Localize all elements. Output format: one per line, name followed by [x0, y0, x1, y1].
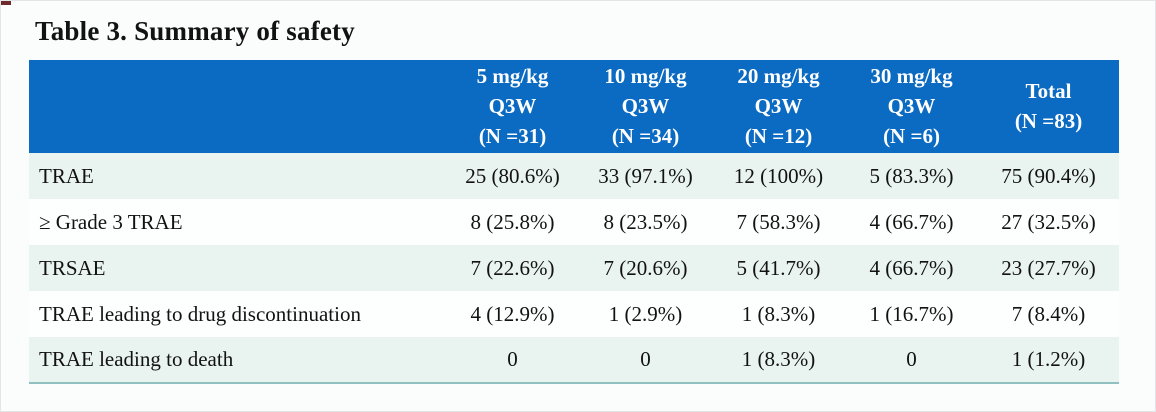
safety-summary-table: 5 mg/kg Q3W (N =31) 10 mg/kg Q3W (N =34)…	[29, 60, 1119, 385]
table-cell: 1 (8.3%)	[741, 347, 816, 372]
table-cell: 7 (20.6%)	[603, 255, 688, 280]
table-cell: 5 (83.3%)	[869, 163, 954, 188]
table-cell: 1 (8.3%)	[741, 301, 816, 326]
row-label: TRAE leading to drug discontinuation	[39, 301, 361, 326]
column-header-20mgkg-q3w: 20 mg/kg Q3W (N =12)	[712, 60, 845, 154]
table-cell: 23 (27.7%)	[1001, 255, 1096, 280]
table-row-trsae: TRSAE 7 (22.6%) 7 (20.6%) 5 (41.7%) 4 (6…	[29, 245, 1119, 292]
table-cell: 7 (22.6%)	[470, 255, 555, 280]
table-cell: 0	[906, 347, 917, 372]
table-cell: 7 (8.4%)	[1011, 301, 1086, 326]
table-cell: 4 (12.9%)	[470, 301, 555, 326]
table-cell: 1 (1.2%)	[1011, 347, 1086, 372]
table-cell: 5 (41.7%)	[736, 255, 821, 280]
column-header-blank	[29, 60, 446, 154]
table-cell: 4 (66.7%)	[869, 209, 954, 234]
column-header-5mgkg-q3w: 5 mg/kg Q3W (N =31)	[446, 60, 579, 154]
table-cell: 8 (25.8%)	[470, 209, 555, 234]
table-cell: 75 (90.4%)	[1001, 163, 1096, 188]
table-row-trae: TRAE 25 (80.6%) 33 (97.1%) 12 (100%) 5 (…	[29, 153, 1119, 200]
table-cell: 33 (97.1%)	[598, 163, 693, 188]
table-row-trae-discontinuation: TRAE leading to drug discontinuation 4 (…	[29, 291, 1119, 338]
column-header-10mgkg-q3w: 10 mg/kg Q3W (N =34)	[579, 60, 712, 154]
table-row-grade3-trae: ≥ Grade 3 TRAE 8 (25.8%) 8 (23.5%) 7 (58…	[29, 199, 1119, 246]
page: Table 3. Summary of safety 5 mg/kg Q3W (…	[1, 1, 1155, 385]
row-label: TRAE	[39, 163, 94, 188]
table-title: Table 3. Summary of safety	[35, 16, 355, 46]
table-cell: 1 (16.7%)	[869, 301, 954, 326]
row-label: ≥ Grade 3 TRAE	[39, 209, 183, 234]
column-header-total: Total (N =83)	[978, 60, 1119, 154]
table-cell: 12 (100%)	[733, 163, 824, 188]
table-header: 5 mg/kg Q3W (N =31) 10 mg/kg Q3W (N =34)…	[29, 60, 1119, 154]
row-label: TRAE leading to death	[39, 347, 234, 372]
table-row-trae-death: TRAE leading to death 0 0 1 (8.3%) 0 1 (…	[29, 337, 1119, 384]
table-cell: 7 (58.3%)	[736, 209, 821, 234]
header-row: 5 mg/kg Q3W (N =31) 10 mg/kg Q3W (N =34)…	[29, 60, 1119, 154]
column-header-30mgkg-q3w: 30 mg/kg Q3W (N =6)	[845, 60, 978, 154]
row-label: TRSAE	[39, 255, 106, 280]
table-cell: 0	[507, 347, 518, 372]
table-cell: 8 (23.5%)	[603, 209, 688, 234]
table-body: TRAE 25 (80.6%) 33 (97.1%) 12 (100%) 5 (…	[29, 153, 1119, 384]
table-cell: 27 (32.5%)	[1001, 209, 1096, 234]
table-cell: 25 (80.6%)	[465, 163, 560, 188]
table-cell: 4 (66.7%)	[869, 255, 954, 280]
table-cell: 1 (2.9%)	[608, 301, 683, 326]
scan-corner-artifact	[1, 1, 11, 5]
table-cell: 0	[640, 347, 651, 372]
